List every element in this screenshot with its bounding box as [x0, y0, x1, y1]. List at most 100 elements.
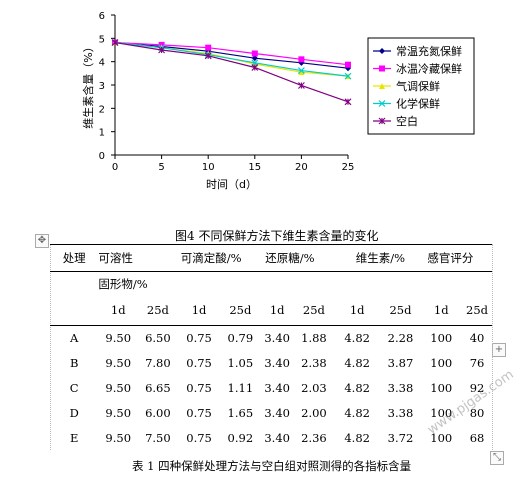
table-right-gridline: [492, 244, 493, 450]
table-container: 处理 可溶性 可滴定酸/% 还原糖/% 维生素/% 感官评分 固形物/% 1d 2…: [50, 244, 492, 450]
figure-caption: 图4 不同保鲜方法下维生素含量的变化: [175, 229, 379, 243]
table-row: C 9.50 6.65 0.75 1.11 3.40 2.03 4.82 3.38 100 92: [50, 376, 492, 401]
header-vitamin: 维生素/%: [355, 251, 406, 265]
table-row: B 9.50 7.80 0.75 1.05 3.40 2.38 4.82 3.87 100 76: [50, 351, 492, 376]
table-row: E 9.50 7.50 0.75 0.92 3.40 2.36 4.82 3.72 100 68: [50, 426, 492, 450]
table-cell: 0.75: [186, 406, 212, 420]
table-cell: 7.50: [145, 430, 171, 445]
table-cell: 2.00: [301, 406, 327, 420]
resize-icon[interactable]: ⤡: [490, 451, 504, 465]
x-tick-label: 5: [158, 162, 164, 173]
table-cell: 9.50: [105, 406, 132, 420]
subheader-cell: 25d: [229, 303, 252, 318]
y-axis-label: 维生素含量（%）: [81, 41, 95, 128]
subheader-cell: 1d: [191, 303, 207, 318]
table-cell: 6.50: [145, 331, 171, 346]
table-header-row: 处理 可溶性 可滴定酸/% 还原糖/% 维生素/% 感官评分: [50, 244, 492, 272]
table-cell: 1.11: [227, 381, 254, 395]
header-treatment: 处理: [62, 251, 86, 265]
data-point: [205, 44, 212, 51]
data-point: [379, 65, 385, 72]
table-cell: A: [70, 331, 79, 346]
table-cell: 2.03: [301, 381, 327, 395]
subheader-cell: 25d: [302, 303, 325, 318]
y-tick-label: 6: [99, 11, 105, 22]
data-point: [204, 52, 212, 60]
subheader-cell: 25d: [466, 303, 489, 318]
table-cell: 3.40: [264, 406, 290, 420]
table-cell: 1.05: [227, 356, 254, 370]
data-point: [251, 64, 259, 71]
table-cell: 0.75: [186, 331, 212, 346]
series-1: [112, 39, 351, 68]
table-cell: 0.92: [227, 430, 254, 445]
subheader-cell: 1d: [433, 303, 449, 318]
y-tick-label: 4: [99, 58, 105, 69]
y-tick-label: 0: [99, 151, 105, 162]
table-header-row-2: 固形物/%: [50, 272, 492, 296]
table-caption: 表 1 四种保鲜处理方法与空白组对照测得的各指标含量: [132, 459, 412, 473]
data-point: [111, 39, 119, 46]
table-cell: E: [69, 430, 79, 445]
data-point: [251, 50, 258, 57]
table-cell: 1.88: [301, 331, 327, 346]
x-tick-label: 15: [248, 162, 261, 173]
table-cell: 6.00: [145, 406, 171, 420]
data-point: [379, 48, 385, 54]
header-soluble: 可溶性: [98, 251, 133, 265]
table-cell: 7.80: [145, 356, 171, 370]
table-cell: 4.82: [344, 331, 370, 346]
legend-label: 冰温冷藏保鲜: [396, 62, 462, 76]
header-sensory: 感官评分: [427, 251, 474, 265]
y-tick-label: 1: [99, 128, 105, 139]
table-row: A 9.50 6.50 0.75 0.79 3.40 1.88 4.82 2.28 100 40: [50, 326, 492, 351]
table-cell: 3.40: [264, 331, 290, 346]
table-cell: 2.28: [387, 331, 414, 346]
y-tick-label: 5: [99, 34, 105, 45]
table-cell: 76: [469, 356, 485, 370]
table-cell: 100: [430, 381, 453, 395]
x-tick-label: 20: [295, 162, 308, 173]
table-cell: 3.72: [387, 430, 414, 445]
subheader-cell: 1d: [269, 303, 285, 318]
vitamin-line-chart: 0 1 2 3 4 5 6 0 5 10 15 20 25 时间（d） 维生素含量（%） 常温充氮保鲜冰温冷…: [81, 11, 475, 191]
data-point: [378, 100, 386, 107]
data-point: [345, 61, 351, 68]
legend-label: 常温充氮保鲜: [396, 44, 462, 58]
table-cell: 4.82: [344, 381, 370, 395]
table-cell: 68: [469, 430, 485, 445]
x-tick-label: 0: [112, 162, 118, 173]
data-point: [158, 46, 165, 54]
data-point: [378, 117, 386, 125]
table-cell: 3.40: [264, 381, 290, 395]
subheader-cell: 1d: [349, 303, 365, 318]
table-cell: 92: [469, 381, 485, 395]
table-cell: 3.40: [264, 430, 290, 445]
legend-label: 气调保鲜: [396, 79, 440, 93]
header-solids: 固形物/%: [98, 276, 148, 291]
data-point: [379, 83, 385, 89]
table-cell: 1.65: [227, 406, 254, 420]
table-cell: 0.75: [186, 381, 212, 395]
header-acid: 可滴定酸/%: [180, 251, 242, 265]
chart-axes: 0 1 2 3 4 5 6 0 5 10 15 20 25 时间（d） 维生素含量（%）: [81, 11, 354, 191]
move-icon[interactable]: ✥: [35, 234, 49, 248]
subheader-cell: 1d: [110, 303, 126, 318]
table-cell: 80: [469, 406, 485, 420]
x-tick-label: 10: [202, 162, 215, 173]
table-cell: B: [69, 356, 79, 370]
table-cell: C: [69, 381, 79, 395]
add-icon[interactable]: +: [492, 343, 506, 357]
data-point: [344, 98, 352, 106]
x-axis-label: 时间（d）: [206, 178, 257, 191]
data-point: [344, 72, 352, 80]
header-sugar: 还原糖/%: [265, 251, 315, 265]
data-point: [298, 82, 305, 89]
table-row: D 9.50 6.00 0.75 1.65 3.40 2.00 4.82 3.38 100 80: [50, 401, 492, 426]
table-cell: 0.75: [186, 356, 212, 370]
series-line: [114, 41, 349, 103]
table-cell: 3.38: [387, 381, 414, 395]
table-cell: 100: [430, 406, 453, 420]
series-line: [114, 41, 349, 77]
